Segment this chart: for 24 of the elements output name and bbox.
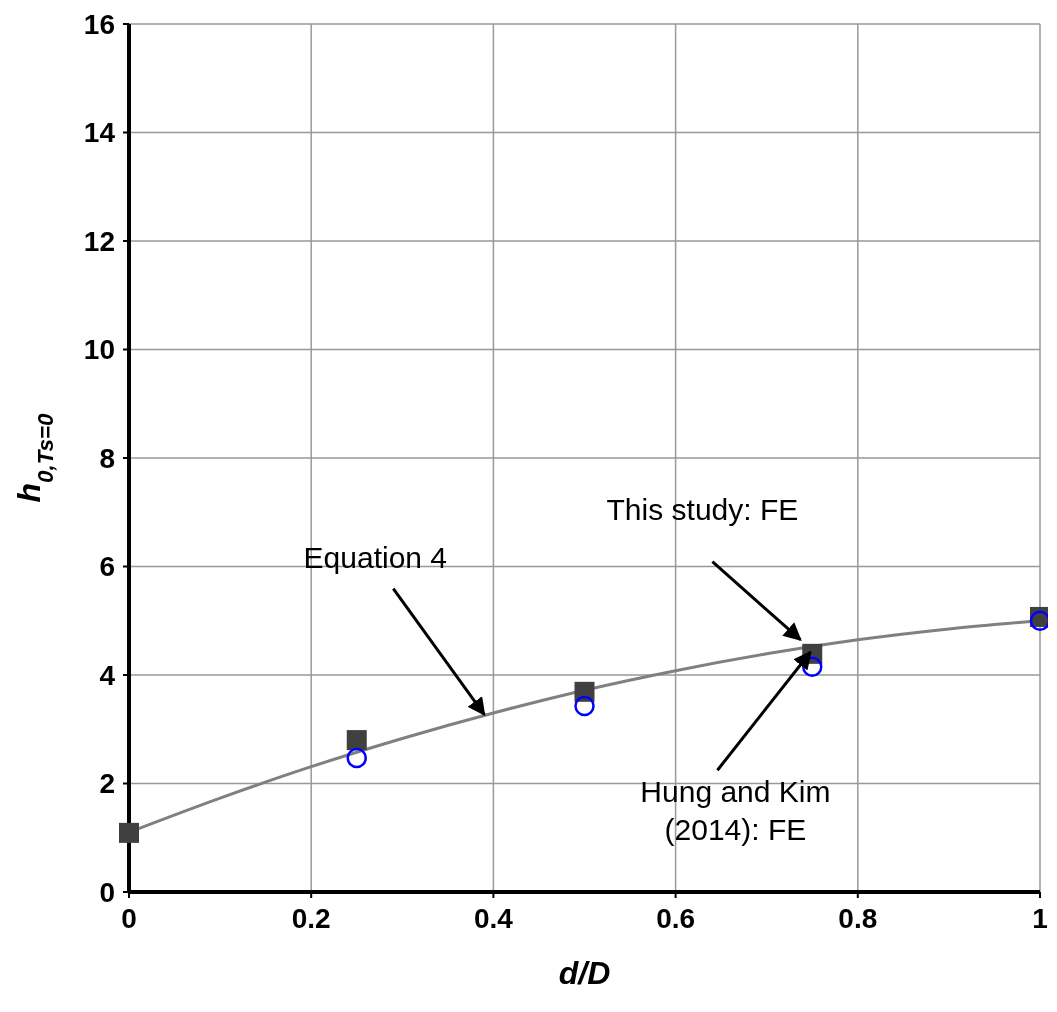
x-tick-label: 0.6 [656, 902, 696, 934]
annotation: This study: FE [606, 492, 799, 526]
x-tick-label: 0.8 [838, 902, 878, 934]
point [1029, 610, 1048, 631]
annotation: Hung and Kim (2014): FE [640, 775, 831, 847]
y-tick-label: 12 [83, 225, 115, 257]
x-tick-label: 0.2 [291, 902, 331, 934]
y-tick-label: 8 [99, 442, 115, 474]
y-tick-label: 2 [99, 768, 115, 800]
x-axis-title: d/D [558, 955, 611, 991]
y-tick-label: 10 [83, 334, 115, 366]
point [346, 730, 367, 751]
x-tick-label: 0 [121, 902, 137, 934]
annotation: Equation 4 [303, 540, 448, 574]
y-tick-label: 16 [83, 8, 115, 40]
x-tick-label: 1 [1032, 902, 1048, 934]
point [119, 822, 139, 843]
x-tick-label: 0.4 [473, 902, 514, 934]
y-tick-label: 6 [99, 551, 115, 583]
y-tick-label: 0 [99, 876, 115, 908]
point [574, 695, 595, 717]
y-tick-label: 14 [83, 117, 116, 149]
point [346, 747, 367, 769]
y-tick-label: 4 [99, 659, 116, 691]
